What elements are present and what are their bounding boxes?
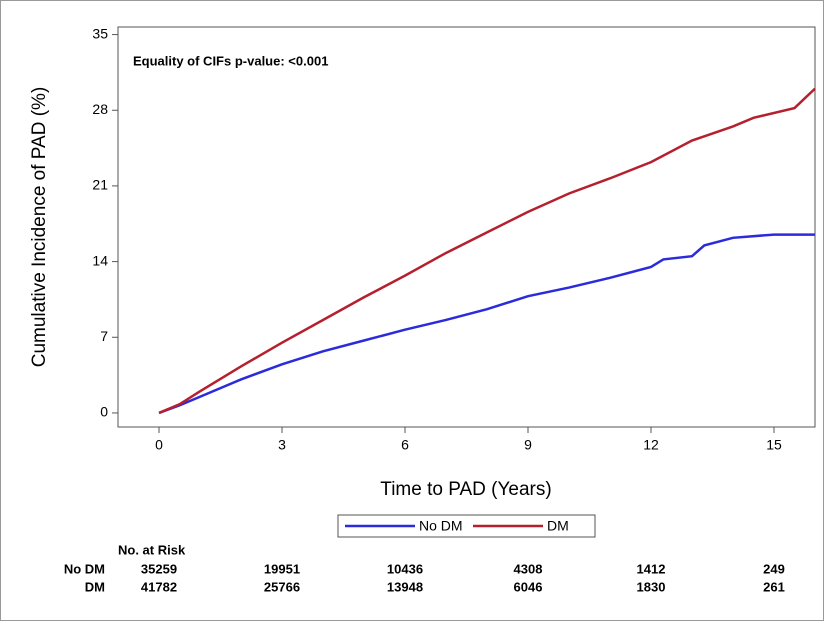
legend-label: DM bbox=[547, 518, 569, 534]
risk-value: 19951 bbox=[264, 561, 300, 576]
x-tick-label: 12 bbox=[643, 437, 659, 453]
legend-box bbox=[337, 514, 596, 538]
risk-value: 25766 bbox=[264, 579, 300, 594]
risk-row-label: No DM bbox=[64, 561, 105, 576]
risk-value: 10436 bbox=[387, 561, 423, 576]
risk-value: 13948 bbox=[387, 579, 423, 594]
risk-table-title: No. at Risk bbox=[118, 542, 186, 557]
series-line bbox=[158, 87, 816, 415]
risk-value: 261 bbox=[763, 579, 785, 594]
y-tick-label: 28 bbox=[92, 101, 108, 117]
risk-value: 35259 bbox=[141, 561, 177, 576]
risk-value: 1830 bbox=[637, 579, 666, 594]
y-axis-label: Cumulative Incidence of PAD (%) bbox=[29, 87, 50, 368]
risk-value: 6046 bbox=[514, 579, 543, 594]
risk-row-label: DM bbox=[85, 579, 105, 594]
y-tick-label: 0 bbox=[100, 404, 108, 420]
x-tick-label: 6 bbox=[401, 437, 409, 453]
x-tick-label: 0 bbox=[155, 437, 163, 453]
risk-value: 4308 bbox=[514, 561, 543, 576]
x-tick-label: 15 bbox=[766, 437, 782, 453]
series-line bbox=[158, 233, 815, 415]
annotation: Equality of CIFs p-value: <0.001 bbox=[133, 53, 328, 68]
risk-value: 249 bbox=[763, 561, 785, 576]
y-tick-label: 14 bbox=[92, 252, 108, 268]
x-axis-label: Time to PAD (Years) bbox=[380, 479, 551, 500]
x-tick-label: 9 bbox=[524, 437, 532, 453]
legend-label: No DM bbox=[419, 518, 463, 534]
risk-value: 1412 bbox=[637, 561, 666, 576]
y-tick-label: 21 bbox=[92, 177, 108, 193]
y-tick-label: 7 bbox=[100, 328, 108, 344]
plot-area bbox=[117, 26, 816, 428]
risk-value: 41782 bbox=[141, 579, 177, 594]
x-tick-label: 3 bbox=[278, 437, 286, 453]
y-tick-label: 35 bbox=[92, 25, 108, 41]
